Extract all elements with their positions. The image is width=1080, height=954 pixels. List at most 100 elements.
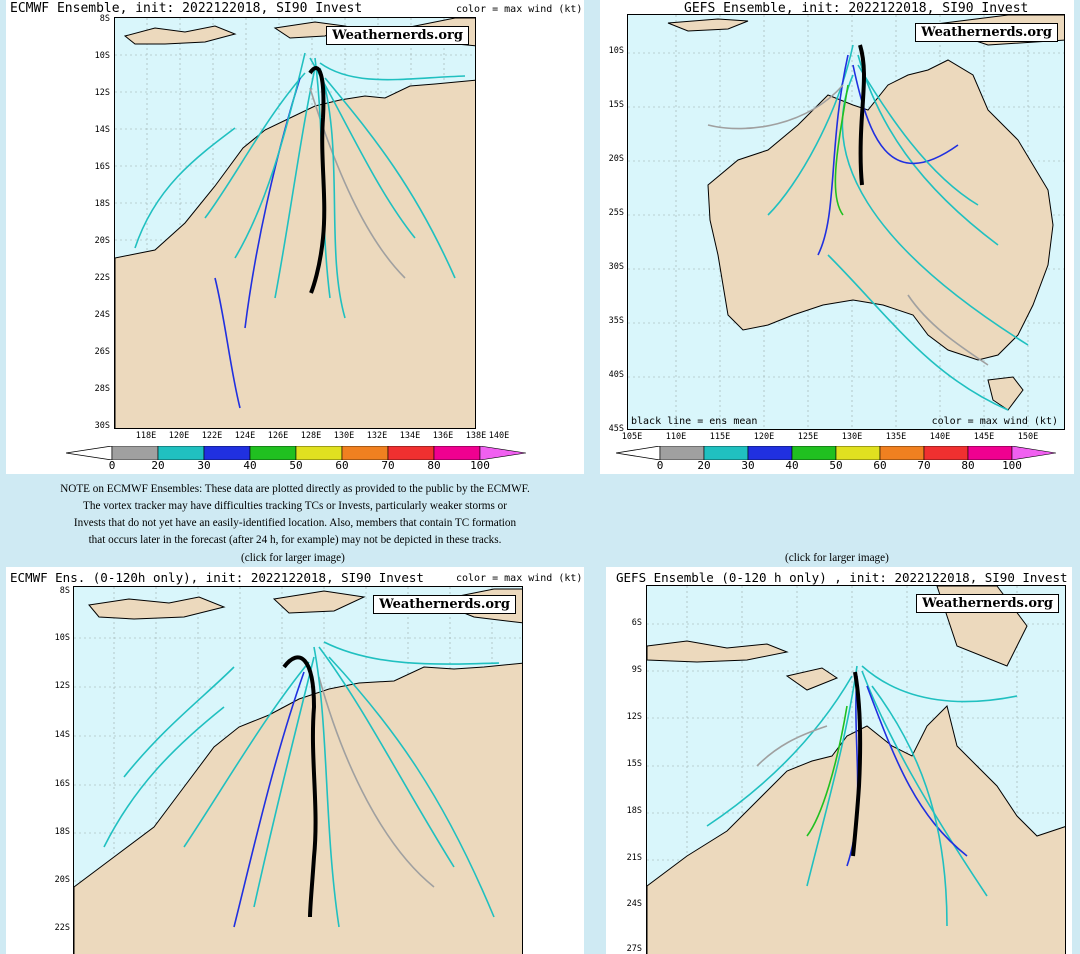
- lon-label: 120E: [753, 432, 775, 442]
- gefs-ensemble-panel[interactable]: GEFS Ensemble, init: 2022122018, SI90 In…: [600, 0, 1074, 474]
- lat-label: 18S: [54, 827, 70, 837]
- lat-label: 24S: [94, 310, 110, 320]
- australia-landmass: [74, 662, 522, 954]
- lat-label: 12S: [94, 88, 110, 98]
- colorbar-tick: 80: [961, 459, 975, 472]
- wind-colorbar: 0 20 30 40 50 60 70 80 100: [616, 446, 1056, 474]
- panel-title: GEFS Ensemble (0-120 h only) , init: 202…: [616, 570, 1068, 585]
- weathernerds-brand: Weathernerds.org: [326, 26, 469, 45]
- lat-label: 28S: [94, 384, 110, 394]
- colorbar-tick: 50: [289, 459, 303, 472]
- lon-label: 150E: [1017, 432, 1039, 442]
- lat-label: 18S: [626, 806, 642, 816]
- island: [88, 596, 226, 620]
- lat-label: 15S: [608, 100, 624, 110]
- lat-label: 26S: [94, 347, 110, 357]
- click-larger-image-right[interactable]: (click for larger image): [785, 552, 889, 564]
- lat-label: 22S: [54, 923, 70, 933]
- ensemble-mean-track: [851, 671, 863, 857]
- colorbar-tick: 20: [151, 459, 165, 472]
- colorbar-tick: 100: [1002, 459, 1022, 472]
- island: [647, 640, 789, 663]
- lat-label: 45S: [608, 424, 624, 434]
- panel-title: ECMWF Ensemble, init: 2022122018, SI90 I…: [10, 1, 363, 16]
- lat-label: 6S: [631, 618, 642, 628]
- weathernerds-brand: Weathernerds.org: [916, 594, 1059, 613]
- lat-label: 9S: [631, 665, 642, 675]
- tasmania: [987, 376, 1024, 411]
- lon-label: 130E: [333, 431, 355, 441]
- lat-label: 12S: [54, 681, 70, 691]
- lon-label: 132E: [366, 431, 388, 441]
- ecmwf-120h-panel[interactable]: ECMWF Ens. (0-120h only), init: 20221220…: [6, 567, 584, 954]
- colorbar-tick: 70: [917, 459, 931, 472]
- island: [785, 667, 839, 691]
- ecmwf-ensemble-panel[interactable]: ECMWF Ensemble, init: 2022122018, SI90 I…: [6, 0, 584, 474]
- ecmwf-note: NOTE on ECMWF Ensembles: These data are …: [0, 481, 590, 549]
- colorbar-tick: 80: [427, 459, 441, 472]
- australia-landmass: [707, 59, 1054, 361]
- colorbar-tick: 60: [873, 459, 887, 472]
- colorbar-tick: 70: [381, 459, 395, 472]
- click-larger-image-left[interactable]: (click for larger image): [241, 552, 345, 564]
- lat-label: 18S: [94, 199, 110, 209]
- island: [272, 590, 366, 614]
- island: [667, 18, 749, 32]
- lon-label: 136E: [432, 431, 454, 441]
- lat-label: 20S: [608, 154, 624, 164]
- lon-label: 134E: [399, 431, 421, 441]
- lat-label: 12S: [626, 712, 642, 722]
- lon-label: 120E: [168, 431, 190, 441]
- ensemble-mean-track: [282, 655, 318, 918]
- mean-line-note: black line = ens mean: [631, 416, 758, 427]
- color-legend-label: color = max wind (kt): [456, 573, 583, 584]
- ensemble-tracks: [103, 641, 500, 928]
- color-legend-label: color = max wind (kt): [456, 4, 583, 15]
- lat-label: 22S: [94, 273, 110, 283]
- lat-label: 35S: [608, 316, 624, 326]
- colorbar-graphic: [616, 446, 1056, 460]
- note-line: Invests that do not yet have an easily-i…: [73, 517, 517, 529]
- ecmwf-120h-track-map: Weathernerds.org: [73, 586, 523, 954]
- weathernerds-brand: Weathernerds.org: [373, 595, 516, 614]
- lat-label: 20S: [54, 875, 70, 885]
- island: [123, 25, 237, 45]
- lat-label: 24S: [626, 899, 642, 909]
- note-line: The vortex tracker may have difficulties…: [83, 500, 507, 512]
- lat-label: 16S: [54, 779, 70, 789]
- lat-label: 10S: [54, 633, 70, 643]
- lon-label: 110E: [665, 432, 687, 442]
- lat-label: 25S: [608, 208, 624, 218]
- colorbar-tick: 60: [335, 459, 349, 472]
- colorbar-tick: 100: [470, 459, 490, 472]
- lon-label: 122E: [201, 431, 223, 441]
- panel-title: GEFS Ensemble, init: 2022122018, SI90 In…: [684, 1, 1029, 16]
- colorbar-tick: 0: [656, 459, 664, 472]
- gefs-120h-panel[interactable]: GEFS Ensemble (0-120 h only) , init: 202…: [606, 567, 1072, 954]
- colorbar-tick: 30: [197, 459, 211, 472]
- lat-label: 8S: [59, 586, 70, 596]
- lon-label: 140E: [488, 431, 510, 441]
- lat-label: 30S: [608, 262, 624, 272]
- gefs-map-graphic: [628, 15, 1064, 429]
- colorbar-tick: 50: [829, 459, 843, 472]
- lat-label: 27S: [626, 944, 642, 954]
- weathernerds-brand: Weathernerds.org: [915, 23, 1058, 42]
- lat-label: 21S: [626, 853, 642, 863]
- colorbar-tick: 40: [785, 459, 799, 472]
- note-line: NOTE on ECMWF Ensembles: These data are …: [60, 483, 530, 495]
- lat-label: 30S: [94, 421, 110, 431]
- color-legend-label: color = max wind (kt): [931, 416, 1058, 427]
- lon-label: 126E: [267, 431, 289, 441]
- lon-label: 125E: [797, 432, 819, 442]
- australia-landmass: [115, 79, 475, 428]
- lon-label: 140E: [929, 432, 951, 442]
- panel-title: ECMWF Ens. (0-120h only), init: 20221220…: [10, 570, 424, 585]
- colorbar-tick: 0: [108, 459, 116, 472]
- lon-label: 138E: [465, 431, 487, 441]
- lon-label: 124E: [234, 431, 256, 441]
- lon-label: 128E: [300, 431, 322, 441]
- lat-label: 40S: [608, 370, 624, 380]
- lon-label: 115E: [709, 432, 731, 442]
- ecmwf-120h-map-graphic: [74, 587, 522, 954]
